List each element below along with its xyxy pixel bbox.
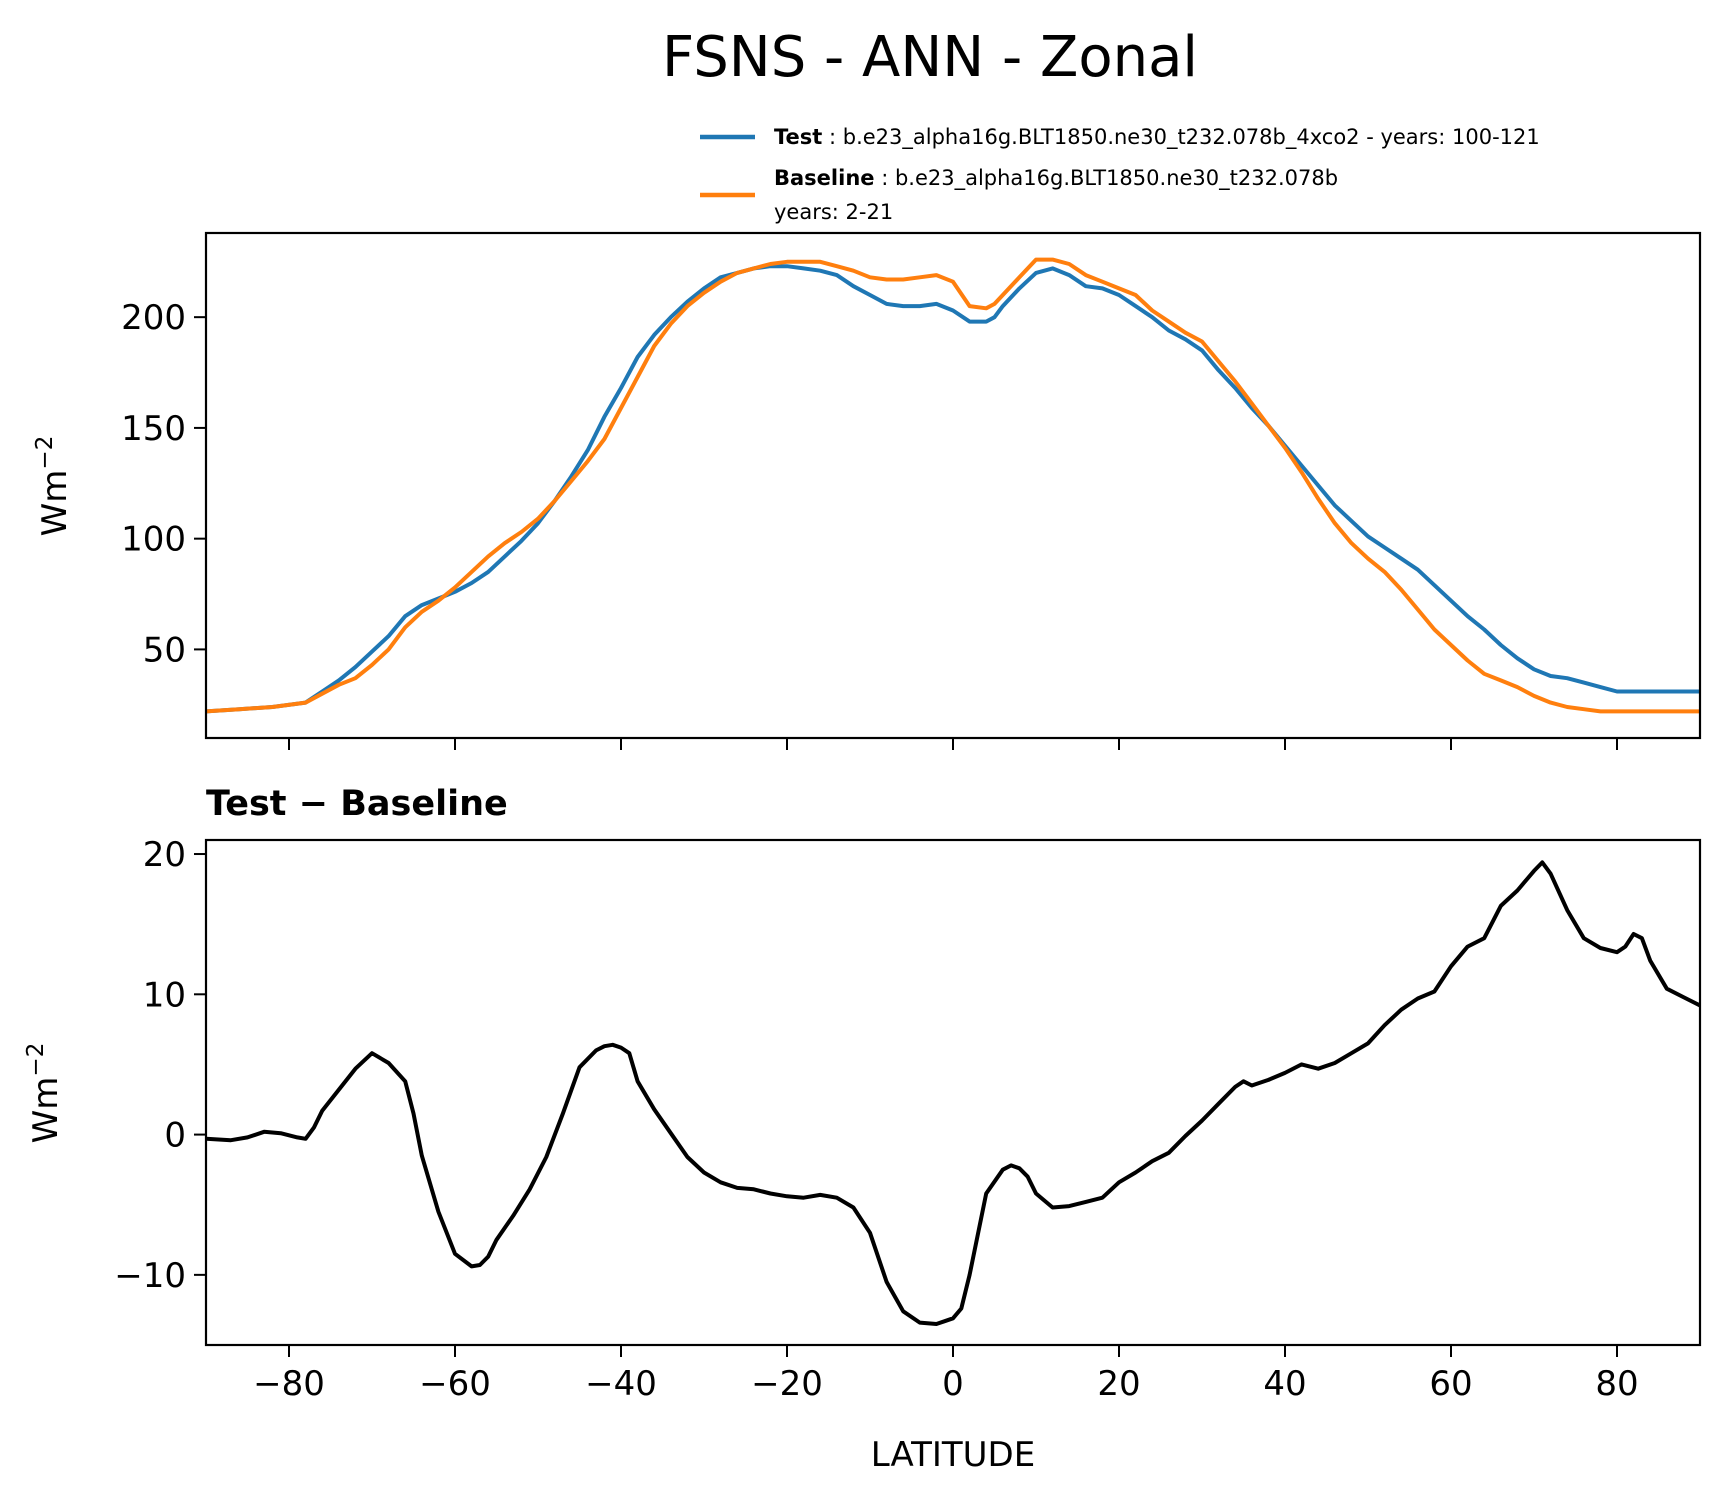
difference-xtick-label: −60 — [419, 1364, 491, 1404]
legend-text-test: : b.e23_alpha16g.BLT1850.ne30_t232.078b_… — [822, 125, 1539, 150]
difference-xtick-label: 0 — [942, 1364, 964, 1404]
zonal-ytick-label: 200 — [121, 298, 186, 338]
zonal-ytick-label: 150 — [121, 409, 186, 449]
zonal-ylabel: Wm−2 — [32, 436, 75, 537]
difference-plot-frame — [204, 838, 1702, 1347]
legend-text-baseline: : b.e23_alpha16g.BLT1850.ne30_t232.078b — [875, 166, 1339, 191]
zonal-line-baseline — [206, 257, 1700, 714]
difference-ytick-label: −10 — [114, 1256, 186, 1296]
zonal-ylabel-sup: −2 — [32, 436, 58, 470]
zonal-ytick-label: 100 — [121, 520, 186, 560]
difference-ytick-label: 0 — [164, 1116, 186, 1156]
difference-xtick-label: 20 — [1097, 1364, 1140, 1404]
zonal-ylabel-base: Wm — [35, 470, 75, 537]
figure-title: FSNS - ANN - Zonal — [662, 25, 1198, 90]
difference-series-group — [206, 860, 1700, 1326]
legend-name-baseline: Baseline — [774, 166, 875, 190]
difference-xtick-label: 60 — [1429, 1364, 1472, 1404]
legend-name-test: Test — [774, 125, 822, 149]
difference-line-diff — [206, 860, 1700, 1326]
difference-xtick-label: 40 — [1263, 1364, 1306, 1404]
difference-ytick-label: 10 — [143, 975, 186, 1015]
legend-entry-baseline: Baseline : b.e23_alpha16g.BLT1850.ne30_t… — [774, 166, 1338, 191]
difference-xlabel: LATITUDE — [871, 1435, 1035, 1475]
legend: Test : b.e23_alpha16g.BLT1850.ne30_t232.… — [700, 125, 1540, 224]
zonal-series-group — [206, 257, 1700, 714]
zonal-axes: 50 100 150 200 — [121, 298, 1618, 750]
difference-ytick-label: 20 — [143, 835, 186, 875]
difference-ylabel-base: Wm — [26, 1077, 66, 1144]
difference-xtick-label: −40 — [585, 1364, 657, 1404]
zonal-panel: 50 100 150 200 Wm−2 — [32, 231, 1702, 750]
difference-panel: Test − Baseline −80 −60 −40 −20 0 20 40 60 80−10… — [23, 784, 1702, 1475]
zonal-line-test — [206, 264, 1700, 714]
difference-title: Test − Baseline — [206, 784, 508, 824]
legend-entry-test: Test : b.e23_alpha16g.BLT1850.ne30_t232.… — [774, 125, 1540, 150]
difference-ylabel-sup: −2 — [23, 1043, 49, 1077]
difference-ylabel: Wm−2 — [23, 1043, 66, 1144]
difference-xtick-label: −80 — [253, 1364, 325, 1404]
difference-xtick-label: 80 — [1595, 1364, 1638, 1404]
difference-axes: −80 −60 −40 −20 0 20 40 60 80 −10 0 10 20 — [114, 835, 1638, 1404]
difference-xtick-label: −20 — [751, 1364, 823, 1404]
legend-years-baseline: years: 2-21 — [774, 200, 893, 224]
zonal-ytick-label: 50 — [143, 630, 186, 670]
